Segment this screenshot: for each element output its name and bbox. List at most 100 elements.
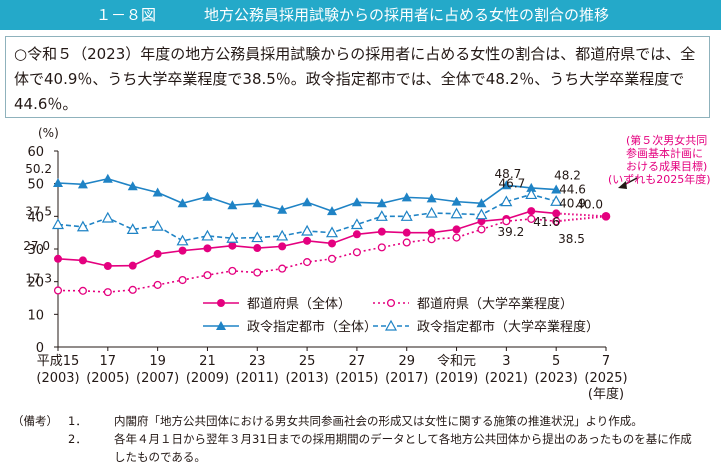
note-1-text: 内閣府「地方公共団体における男女共同参画社会の形成又は女性に関する施策の推進状況… [114,414,643,428]
data-point-s3 [475,208,488,220]
data-point-s2 [102,173,113,183]
data-point-s2 [526,182,537,192]
line-chart: (%) 0 10 20 30 40 50 60 平成15 (2003) 17 (2005) 19 (200… [23,126,710,402]
target-connector-university [556,215,607,223]
data-point-s2 [376,198,387,208]
x-tick-label-era: 令和元 [437,354,476,369]
data-point-s2 [401,192,412,202]
data-point-s0 [377,227,386,236]
data-point-s1 [427,235,436,244]
data-point-s0 [178,246,187,255]
data-point-s1 [278,264,287,273]
x-tick-label-era: 25 [299,354,316,369]
data-point-s1 [153,280,162,289]
data-point-s1 [128,285,137,294]
x-tick-label-era: 23 [249,354,266,369]
data-point-s3 [450,207,463,219]
target-note-line: (第５次男女共同 [626,133,707,147]
y-tick-label: 50 [27,178,44,193]
data-point-s3 [500,195,513,207]
data-label: 39.2 [498,225,525,239]
y-tick-label: 30 [27,243,44,258]
y-tick-label: 60 [27,145,44,160]
data-point-s2 [152,187,163,197]
data-point-s1 [253,268,262,277]
x-tick-label-year: (2017) [385,371,428,386]
legend-label-1: 都道府県（大学卒業程度） [417,296,573,312]
x-tick-label-era: 7 [602,354,610,369]
note-2-text: 各年４月１日から翌年３月31日までの採用期間のデータとして各地方公共団体から提出… [114,432,692,446]
legend-marker-1 [386,298,396,308]
data-point-s1 [78,286,87,295]
data-point-s0 [278,242,287,251]
y-tick-label: 10 [27,308,44,323]
summary-box: ○令和５（2023）年度の地方公務員採用試験からの採用者に占める女性の割合は、都… [5,36,710,118]
data-point-s0 [103,261,112,270]
note-2-number: 2． [68,432,87,446]
data-point-s2 [202,191,213,201]
x-tick-label-year: (2009) [186,371,229,386]
data-point-s0 [153,249,162,258]
data-point-s1 [103,288,112,297]
x-tick-label-year: (2013) [285,371,328,386]
data-point-s2 [177,198,188,208]
data-point-s3 [400,210,413,221]
title-bar: １－８図 地方公務員採用試験からの採用者に占める女性の割合の推移 [0,0,721,30]
note-2: 2． 各年４月１日から翌年３月31日までの採用期間のデータとして各地方公共団体か… [12,430,717,448]
data-label: 40.9 [559,196,586,210]
data-point-s1 [377,243,386,252]
data-point-s1 [203,271,212,280]
x-tick-label-year: (2025) [584,371,627,386]
data-point-s1 [402,238,411,247]
target-note-line: おける成果目標) [626,159,707,173]
target-point [601,212,611,221]
x-tick-label-era: 17 [100,354,117,369]
data-point-s3 [350,218,363,230]
target-note-line: 参画基本計画に [626,146,703,160]
legend-marker-0 [217,299,225,307]
y-tick-label: 0 [36,341,44,356]
data-point-s1 [228,266,237,275]
data-point-s0 [402,228,411,237]
x-tick-label-year: (2023) [535,371,578,386]
x-tick-label-era: 19 [149,354,166,369]
x-tick-label-year: (2011) [236,371,279,386]
data-point-s3 [76,220,89,232]
x-tick-label-era: 5 [552,354,560,369]
data-label: 48.7 [495,167,522,181]
data-point-s2 [127,181,138,191]
data-point-s1 [502,217,511,226]
data-label: 38.5 [558,232,585,246]
x-tick-label-year: (2015) [335,371,378,386]
target-connector-overall [556,212,607,218]
data-point-s0 [427,228,436,237]
figure-number: １－８図 [96,6,157,24]
x-tick-label-year: (2021) [485,371,528,386]
data-point-s2 [227,200,238,210]
legend-label-0: 都道府県（全体） [247,296,351,312]
data-point-s3 [425,206,438,218]
summary-text: ○令和５（2023）年度の地方公務員採用試験からの採用者に占める女性の割合は、都… [14,45,696,113]
y-tick-label: 20 [27,276,44,291]
data-label: 27.0 [23,239,50,253]
data-point-s3 [251,231,264,243]
x-tick-label-era: 29 [398,354,415,369]
data-point-s1 [178,275,187,285]
data-point-s2 [277,204,288,214]
target-arrow-head [618,181,627,189]
legend-label-2: 政令指定都市（全体） [247,319,377,335]
data-label: 17.3 [25,271,52,285]
data-point-s3 [201,229,214,241]
data-point-s0 [527,207,536,216]
x-tick-label-year: (2007) [136,371,179,386]
data-point-s0 [228,241,237,250]
legend-marker-2 [216,321,226,330]
data-point-s3 [550,195,563,206]
data-point-s1 [527,214,536,223]
data-point-s3 [176,234,189,246]
data-point-s0 [303,236,312,245]
data-point-s3 [51,218,65,230]
data-point-s0 [203,244,212,253]
data-point-s1 [352,248,361,257]
data-point-s2 [327,206,337,216]
